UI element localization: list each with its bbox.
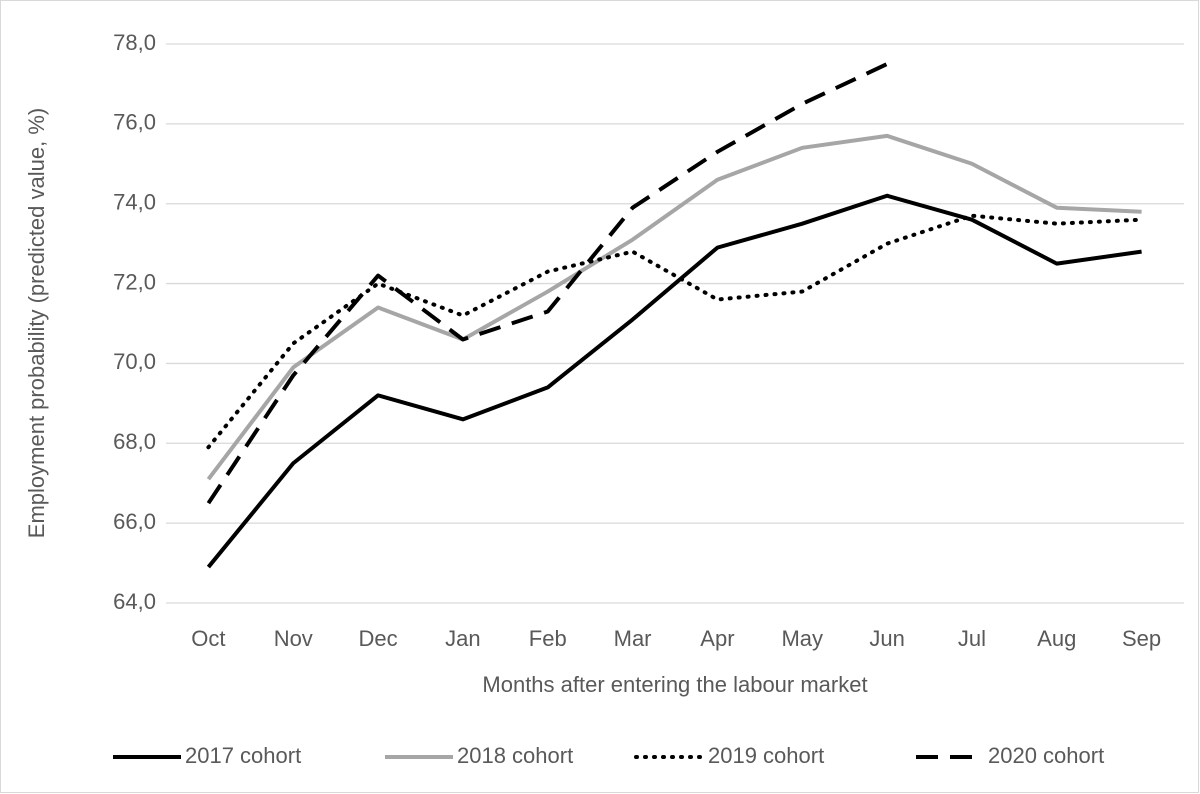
legend-label: 2020 cohort (988, 743, 1104, 768)
x-tick-label: Apr (700, 626, 734, 651)
x-tick-label: Sep (1122, 626, 1161, 651)
series-line (206, 133, 1142, 481)
legend-label: 2018 cohort (457, 743, 573, 768)
x-axis-title: Months after entering the labour market (482, 672, 867, 697)
legend-label: 2019 cohort (708, 743, 824, 768)
x-tick-label: Jul (958, 626, 986, 651)
x-tick-label: Oct (191, 626, 225, 651)
x-tick-label: Jun (869, 626, 904, 651)
x-tick-label: Dec (359, 626, 398, 651)
y-tick-label: 68,0 (113, 429, 156, 454)
legend-label: 2017 cohort (185, 743, 301, 768)
x-tick-label: May (781, 626, 823, 651)
x-tick-label: Jan (445, 626, 480, 651)
y-tick-label: 74,0 (113, 190, 156, 215)
y-tick-label: 76,0 (113, 110, 156, 135)
y-tick-label: 72,0 (113, 269, 156, 294)
y-axis-title: Employment probability (predicted value,… (24, 108, 49, 538)
x-tick-label: Nov (274, 626, 313, 651)
y-tick-label: 66,0 (113, 509, 156, 534)
x-tick-label: Mar (614, 626, 652, 651)
series-line (206, 213, 1144, 450)
series-line (206, 193, 1142, 569)
x-tick-label: Feb (529, 626, 567, 651)
x-tick-label: Aug (1037, 626, 1076, 651)
y-tick-label: 64,0 (113, 589, 156, 614)
series-line (206, 62, 888, 505)
y-tick-label: 78,0 (113, 30, 156, 55)
y-tick-label: 70,0 (113, 349, 156, 374)
